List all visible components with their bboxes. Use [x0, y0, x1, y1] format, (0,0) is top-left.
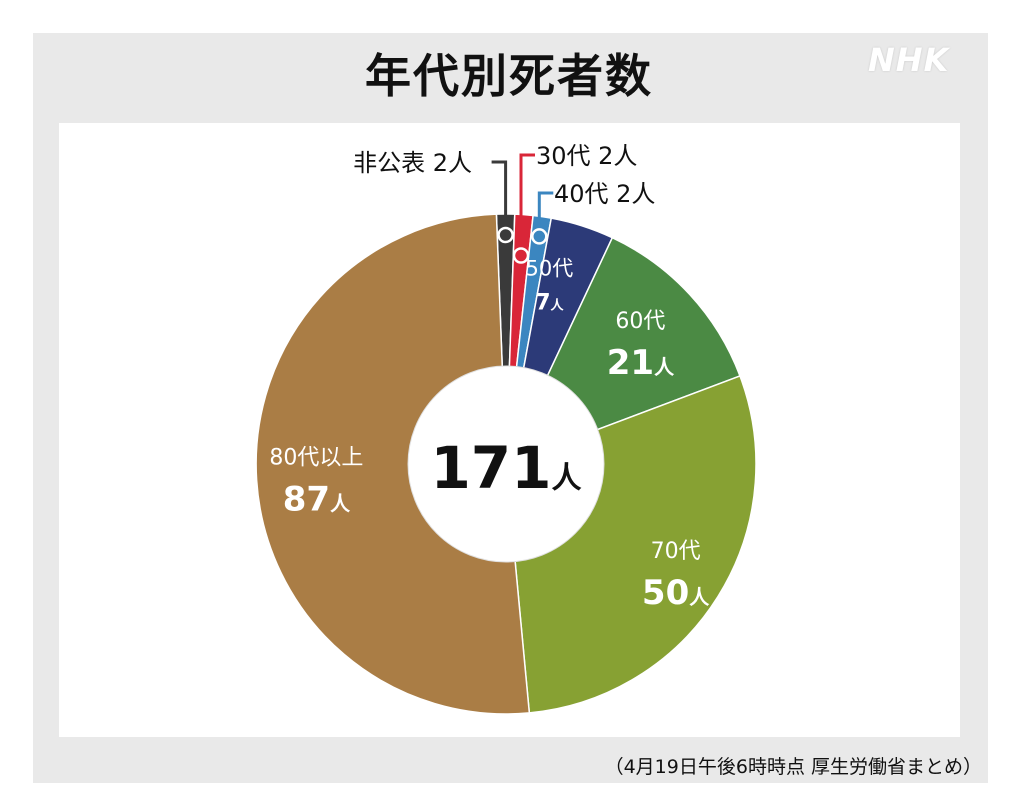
callout-label: 30代 2人: [536, 142, 637, 170]
callout-label: 40代 2人: [554, 180, 655, 208]
callout-dot: [497, 226, 514, 244]
slice-category-label: 80代以上: [269, 446, 363, 471]
footnote: （4月19日午後6時時点 厚生労働省まとめ）: [604, 756, 982, 778]
center-total-value: 171: [430, 434, 551, 502]
callout-line: [519, 153, 535, 256]
center-total: 171人: [430, 434, 581, 502]
slice-value-label: 7人: [535, 290, 564, 315]
slice-value-label: 21人: [607, 343, 675, 383]
callout-line: [537, 191, 554, 237]
pie-slice: [255, 213, 531, 715]
callout-dot: [512, 247, 530, 264]
callout-line: [491, 160, 508, 235]
callout-label: 非公表 2人: [353, 149, 472, 177]
slice-category-label: 50代: [526, 256, 574, 280]
center-hole: [407, 365, 605, 563]
slice-value-label: 50人: [642, 573, 710, 613]
center-total-unit: 人: [552, 461, 582, 496]
chart-title: 年代別死者数: [365, 49, 653, 103]
callout-dot: [531, 228, 548, 245]
slice-value-label: 87人: [283, 480, 351, 520]
slice-category-label: 60代: [615, 309, 665, 334]
nhk-logo: NHK: [868, 41, 950, 79]
slice-category-label: 70代: [651, 539, 701, 564]
